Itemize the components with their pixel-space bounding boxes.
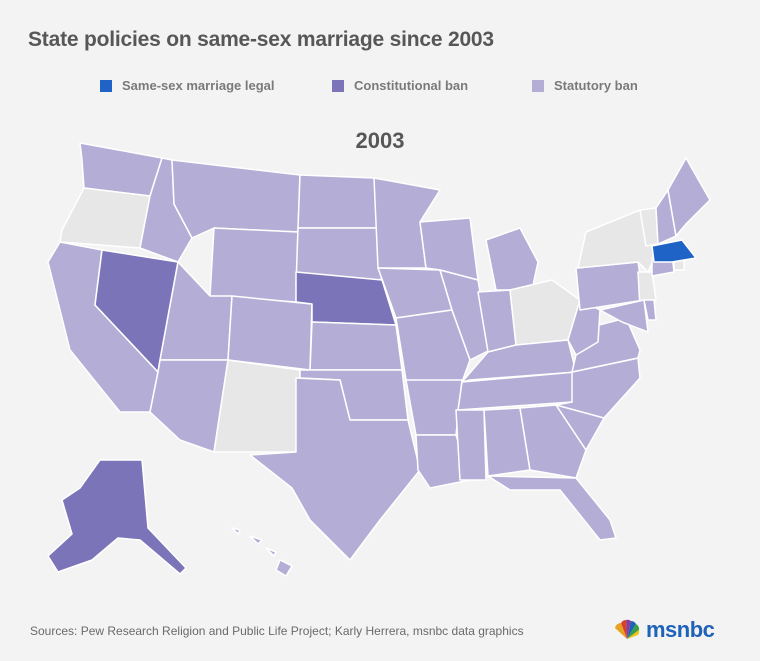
chart-title: State policies on same-sex marriage sinc… bbox=[28, 28, 494, 51]
state-la bbox=[415, 434, 471, 489]
legend-item-legal: Same-sex marriage legal bbox=[100, 78, 274, 93]
state-ar bbox=[405, 379, 463, 436]
state-tx bbox=[249, 377, 421, 561]
state-nj bbox=[637, 271, 657, 309]
source-note: Sources: Pew Research Religion and Publi… bbox=[30, 624, 524, 638]
state-wy bbox=[209, 227, 299, 303]
legend-item-constitutional: Constitutional ban bbox=[332, 78, 468, 93]
state-ks bbox=[309, 321, 403, 371]
state-wv bbox=[567, 299, 601, 356]
state-ga bbox=[519, 404, 587, 479]
state-mt bbox=[171, 159, 301, 239]
year-label: 2003 bbox=[355, 128, 405, 153]
state-or bbox=[59, 187, 151, 249]
state-nm bbox=[213, 359, 301, 453]
logo-text: msnbc bbox=[646, 617, 715, 642]
peacock-icon bbox=[615, 619, 640, 639]
state-ma bbox=[651, 239, 697, 263]
legend-label-statutory: Statutory ban bbox=[554, 78, 638, 93]
state-de bbox=[643, 299, 657, 321]
state-co bbox=[227, 295, 313, 371]
legend-swatch-legal bbox=[100, 79, 112, 92]
state-me bbox=[667, 157, 711, 237]
state-ak bbox=[47, 459, 187, 575]
state-mo bbox=[395, 309, 471, 383]
state-ms bbox=[455, 409, 487, 481]
legend-label-constitutional: Constitutional ban bbox=[354, 78, 469, 93]
legend-item-statutory: Statutory ban bbox=[532, 78, 638, 93]
state-wa bbox=[79, 142, 163, 197]
state-fl bbox=[487, 475, 617, 541]
msnbc-logo: msnbc bbox=[612, 617, 715, 643]
state-mi bbox=[485, 227, 539, 291]
state-md bbox=[599, 299, 649, 333]
state-nd bbox=[297, 174, 379, 229]
legend-swatch-statutory bbox=[532, 79, 544, 92]
legend: Same-sex marriage legal Constitutional b… bbox=[0, 78, 760, 98]
legend-label-legal: Same-sex marriage legal bbox=[122, 78, 275, 93]
legend-swatch-constitutional bbox=[332, 79, 344, 92]
state-hi bbox=[231, 527, 293, 577]
